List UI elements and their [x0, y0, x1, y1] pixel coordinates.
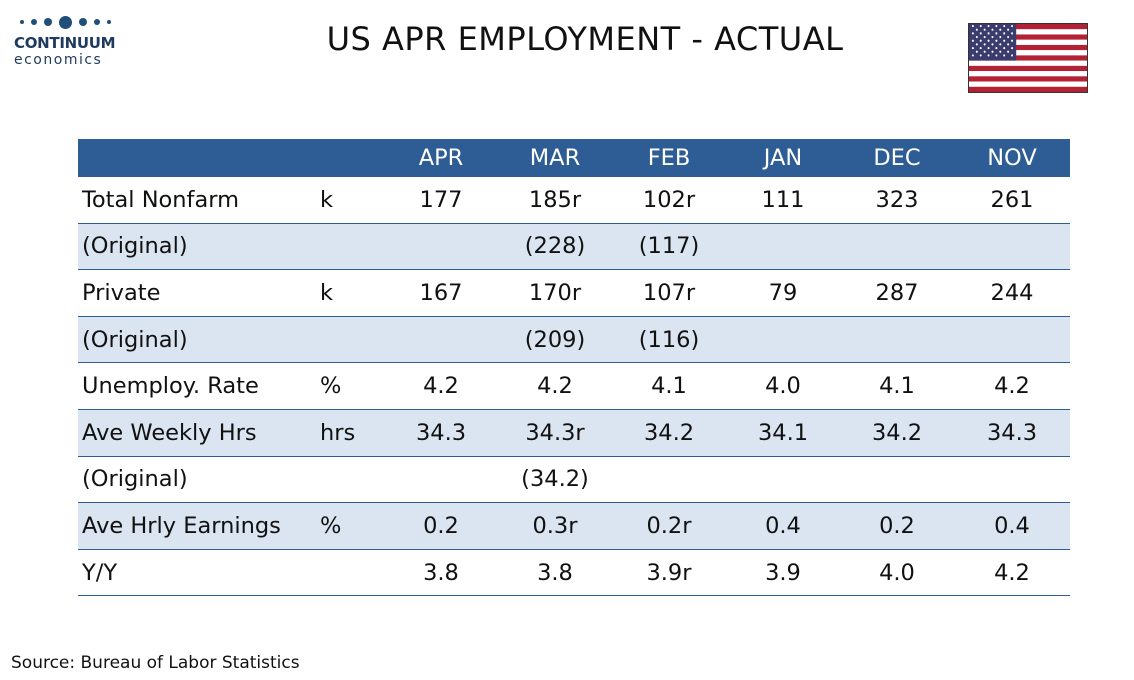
- table-cell: 34.1: [726, 409, 840, 457]
- table-cell: [840, 223, 954, 271]
- table-cell: 34.2: [840, 409, 954, 457]
- table-row: (Original) (34.2): [78, 456, 1070, 504]
- table-cell: [726, 456, 840, 504]
- table-cell: [840, 456, 954, 504]
- row-label: Y/Y: [78, 549, 314, 597]
- table-cell: 4.0: [840, 549, 954, 597]
- table-cell: 170r: [498, 269, 612, 317]
- row-unit: [314, 316, 384, 364]
- table-row: Total Nonfarm k 177 185r 102r 111 323 261: [78, 177, 1070, 224]
- row-unit: %: [314, 502, 384, 550]
- table-cell: 111: [726, 177, 840, 224]
- header-dec: DEC: [840, 139, 954, 177]
- table-body: Total Nonfarm k 177 185r 102r 111 323 261 (Origi…: [78, 177, 1070, 597]
- row-unit: hrs: [314, 409, 384, 457]
- row-label: Total Nonfarm: [78, 177, 314, 224]
- row-label: (Original): [78, 223, 314, 271]
- table-cell: 4.2: [384, 362, 498, 410]
- table-cell: [840, 316, 954, 364]
- table-cell: 4.2: [954, 549, 1070, 597]
- row-label: Private: [78, 269, 314, 317]
- table-cell: 0.2: [840, 502, 954, 550]
- table-row: Unemploy. Rate% 4.2 4.2 4.1 4.0 4.1 4.2: [78, 362, 1070, 410]
- header-feb: FEB: [612, 139, 726, 177]
- table-cell: 0.4: [726, 502, 840, 550]
- row-unit: k: [314, 177, 384, 224]
- table-cell: 34.3r: [498, 409, 612, 457]
- row-label: Ave Weekly Hrs: [78, 409, 314, 457]
- logo-name: CONTINUUM: [14, 34, 116, 52]
- table-cell: 0.2r: [612, 502, 726, 550]
- table-cell: 79: [726, 269, 840, 317]
- table-cell: 4.2: [498, 362, 612, 410]
- table-cell: 4.1: [840, 362, 954, 410]
- row-unit: [314, 456, 384, 504]
- table-cell: [384, 223, 498, 271]
- row-unit: k: [314, 269, 384, 317]
- table-row: (Original) (228) (117): [78, 223, 1070, 271]
- header-apr: APR: [384, 139, 498, 177]
- table-cell: (117): [612, 223, 726, 271]
- table-cell: [384, 456, 498, 504]
- row-unit: [314, 549, 384, 597]
- table-cell: 261: [954, 177, 1070, 224]
- table-cell: 4.2: [954, 362, 1070, 410]
- employment-table: APR MAR FEB JAN DEC NOV Total Nonfarm k 177 185r…: [78, 139, 1070, 597]
- table-cell: (34.2): [498, 456, 612, 504]
- table-cell: [954, 316, 1070, 364]
- logo-dots-icon: [14, 14, 134, 30]
- table-row: (Original) (209) (116): [78, 316, 1070, 364]
- header-blank: [78, 139, 314, 177]
- table-cell: 4.1: [612, 362, 726, 410]
- table-row: Private k 167 170r 107r 79 287 244: [78, 269, 1070, 317]
- table-cell: [954, 223, 1070, 271]
- table-cell: 167: [384, 269, 498, 317]
- table-cell: 177: [384, 177, 498, 224]
- table-cell: 0.4: [954, 502, 1070, 550]
- header-jan: JAN: [726, 139, 840, 177]
- table-cell: 0.3r: [498, 502, 612, 550]
- table-cell: 3.8: [498, 549, 612, 597]
- header-mar: MAR: [498, 139, 612, 177]
- header-nov: NOV: [954, 139, 1070, 177]
- row-label: (Original): [78, 456, 314, 504]
- table-cell: [384, 316, 498, 364]
- continuum-logo: CONTINUUM economics: [14, 14, 134, 68]
- row-unit: [314, 223, 384, 271]
- table-cell: [954, 456, 1070, 504]
- table-row: Y/Y 3.8 3.8 3.9r 3.9 4.0 4.2: [78, 549, 1070, 597]
- table-cell: 34.3: [954, 409, 1070, 457]
- row-label: Ave Hrly Earnings: [78, 502, 314, 550]
- row-label: Unemploy. Rate: [78, 362, 314, 410]
- table-cell: 323: [840, 177, 954, 224]
- table-header-row: APR MAR FEB JAN DEC NOV: [78, 139, 1070, 177]
- table-cell: 3.9: [726, 549, 840, 597]
- table-cell: 34.3: [384, 409, 498, 457]
- table-cell: 3.8: [384, 549, 498, 597]
- header-blank: [314, 139, 384, 177]
- logo-subtitle: economics: [14, 52, 103, 68]
- table-cell: [726, 223, 840, 271]
- table-cell: 102r: [612, 177, 726, 224]
- us-flag-icon: [968, 23, 1088, 93]
- table-cell: 244: [954, 269, 1070, 317]
- table-cell: (116): [612, 316, 726, 364]
- table-cell: 3.9r: [612, 549, 726, 597]
- table-row: Ave Weekly Hrs hrs 34.3 34.3r 34.2 34.1 34.2 34…: [78, 409, 1070, 457]
- table-cell: [726, 316, 840, 364]
- row-label: (Original): [78, 316, 314, 364]
- table-cell: (228): [498, 223, 612, 271]
- table-cell: (209): [498, 316, 612, 364]
- table-cell: 34.2: [612, 409, 726, 457]
- table-cell: 185r: [498, 177, 612, 224]
- table-cell: 287: [840, 269, 954, 317]
- table-cell: [612, 456, 726, 504]
- page-title: US APR EMPLOYMENT - ACTUAL: [326, 20, 844, 58]
- table-cell: 0.2: [384, 502, 498, 550]
- source-note: Source: Bureau of Labor Statistics: [11, 653, 300, 673]
- table-row: Ave Hrly Earnings% 0.2 0.3r 0.2r 0.4 0.2 0.4: [78, 502, 1070, 550]
- table-cell: 107r: [612, 269, 726, 317]
- table-cell: 4.0: [726, 362, 840, 410]
- row-unit: %: [314, 362, 384, 410]
